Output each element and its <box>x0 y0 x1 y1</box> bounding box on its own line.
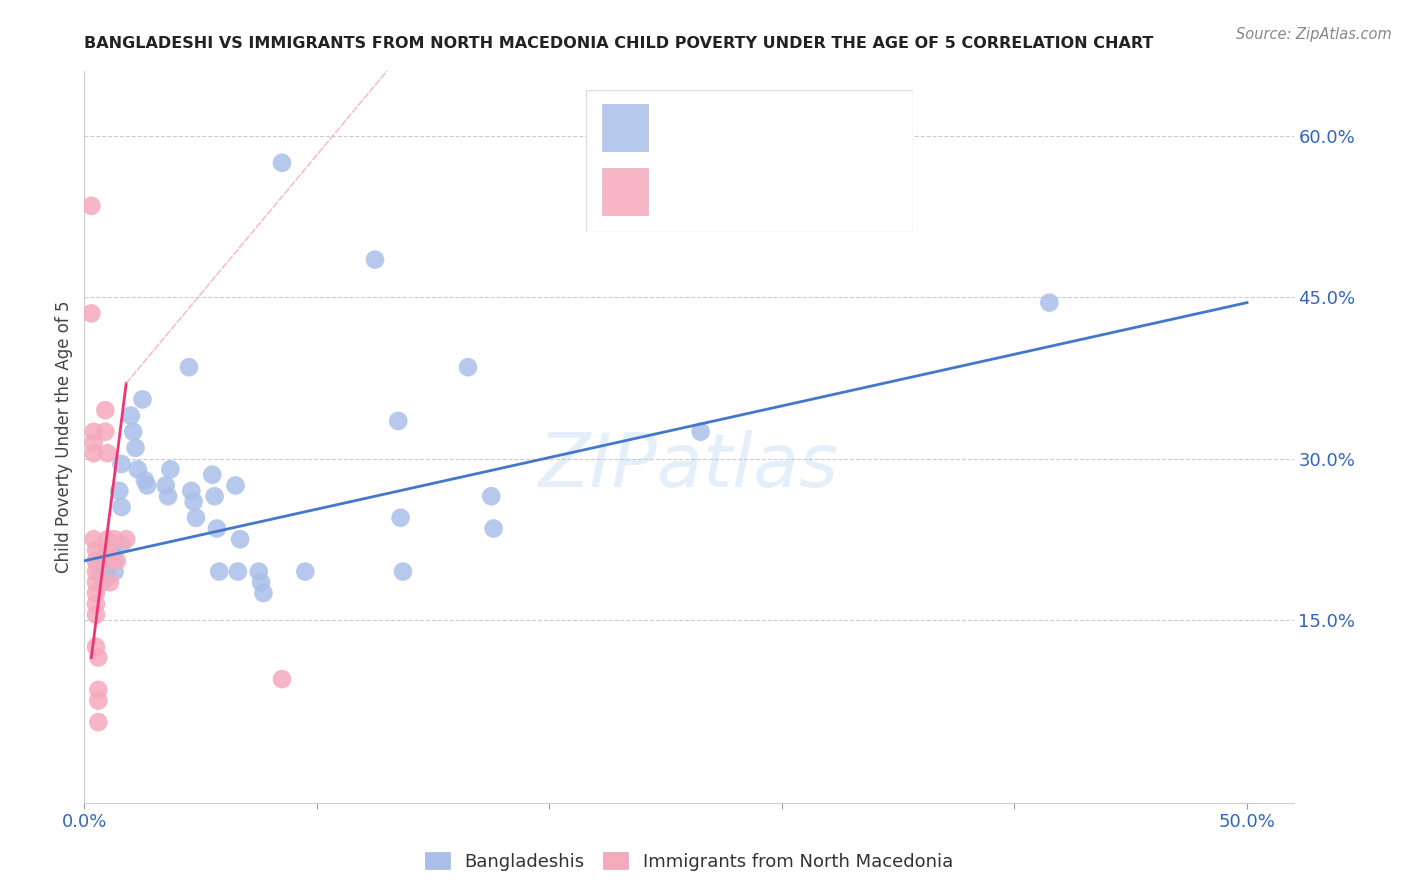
Point <box>97 533 120 547</box>
Point <box>177 360 200 375</box>
Point <box>84 640 107 654</box>
Point <box>225 478 247 492</box>
Point <box>91 559 114 574</box>
Point <box>226 565 249 579</box>
Point <box>97 559 120 574</box>
Point <box>271 672 294 686</box>
Point <box>131 392 153 407</box>
Point <box>80 199 103 213</box>
Point <box>87 715 110 730</box>
Point <box>208 565 231 579</box>
Point <box>183 494 205 508</box>
Point <box>87 650 110 665</box>
Point <box>84 554 107 568</box>
Point <box>84 554 107 568</box>
Point <box>84 607 107 622</box>
Point <box>97 543 120 558</box>
Point <box>84 565 107 579</box>
Point <box>98 554 121 568</box>
Point <box>94 403 117 417</box>
Point <box>84 586 107 600</box>
Point <box>83 533 105 547</box>
Point <box>104 554 127 568</box>
Point <box>184 510 207 524</box>
Legend: Bangladeshis, Immigrants from North Macedonia: Bangladeshis, Immigrants from North Mace… <box>418 845 960 878</box>
Point <box>101 543 124 558</box>
Point <box>134 473 156 487</box>
Point <box>87 682 110 697</box>
Point <box>294 565 316 579</box>
Point <box>83 435 105 450</box>
Point <box>104 565 127 579</box>
Point <box>94 425 117 439</box>
Point <box>97 446 120 460</box>
Point <box>120 409 142 423</box>
Point <box>247 565 270 579</box>
Point <box>387 414 409 428</box>
Point <box>479 489 502 503</box>
Point <box>389 510 412 524</box>
Point <box>392 565 415 579</box>
Point <box>115 533 138 547</box>
Point <box>110 538 132 552</box>
Point <box>84 597 107 611</box>
Point <box>98 575 121 590</box>
Point <box>127 462 149 476</box>
Y-axis label: Child Poverty Under the Age of 5: Child Poverty Under the Age of 5 <box>55 301 73 574</box>
Point <box>91 575 114 590</box>
Point <box>180 483 202 498</box>
Point <box>250 575 273 590</box>
Point <box>110 500 132 514</box>
Point <box>105 554 128 568</box>
Point <box>1038 295 1060 310</box>
Point <box>204 489 226 503</box>
Point <box>80 306 103 320</box>
Point <box>201 467 224 482</box>
Point <box>157 489 180 503</box>
Point <box>84 575 107 590</box>
Point <box>159 462 181 476</box>
Point <box>104 533 127 547</box>
Point <box>482 521 505 535</box>
Point <box>124 441 146 455</box>
Point <box>87 693 110 707</box>
Text: ZIPatlas: ZIPatlas <box>538 430 839 502</box>
Point <box>229 533 252 547</box>
Point <box>94 565 117 579</box>
Point <box>122 425 145 439</box>
Point <box>155 478 177 492</box>
Point <box>97 570 120 584</box>
Point <box>205 521 228 535</box>
Point <box>90 565 112 579</box>
Point <box>83 425 105 439</box>
Point <box>83 446 105 460</box>
Point <box>457 360 479 375</box>
Point <box>136 478 159 492</box>
Text: Source: ZipAtlas.com: Source: ZipAtlas.com <box>1236 27 1392 42</box>
Point <box>84 543 107 558</box>
Point <box>110 457 132 471</box>
Point <box>689 425 711 439</box>
Point <box>94 549 117 563</box>
Text: BANGLADESHI VS IMMIGRANTS FROM NORTH MACEDONIA CHILD POVERTY UNDER THE AGE OF 5 : BANGLADESHI VS IMMIGRANTS FROM NORTH MAC… <box>84 36 1154 51</box>
Point <box>108 483 131 498</box>
Point <box>271 156 294 170</box>
Point <box>364 252 387 267</box>
Point <box>252 586 274 600</box>
